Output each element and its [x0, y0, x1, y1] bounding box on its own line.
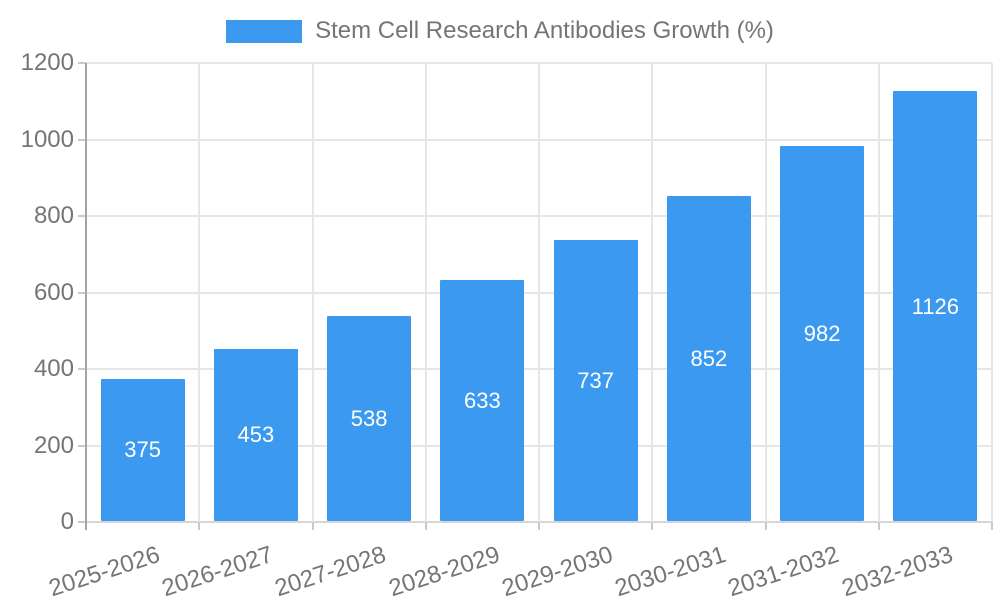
y-axis-tick-label: 0 [60, 508, 74, 535]
y-axis-tick [78, 291, 86, 294]
x-axis-tick-label: 2029-2030 [498, 541, 616, 600]
legend-swatch [226, 19, 303, 43]
y-axis-tick [78, 368, 86, 370]
bar[interactable] [100, 378, 185, 521]
gridline-vertical [424, 63, 427, 522]
y-axis-tick-label: 400 [33, 355, 74, 382]
y-axis-tick-label: 800 [33, 202, 74, 229]
bar[interactable] [780, 146, 865, 521]
gridline-vertical [311, 63, 314, 522]
y-axis-tick [78, 215, 86, 217]
x-axis-tick [651, 522, 654, 530]
bar[interactable] [213, 348, 298, 521]
bar[interactable] [440, 279, 525, 521]
x-axis-tick-label: 2031-2032 [724, 541, 843, 600]
y-axis-tick-label: 200 [33, 431, 74, 459]
x-axis-tick [424, 522, 427, 530]
y-axis-tick-label: 1000 [20, 125, 74, 153]
bar[interactable] [666, 196, 751, 521]
x-axis-tick-label: 2030-2031 [611, 541, 730, 600]
y-axis-tick-label: 600 [33, 278, 74, 306]
x-axis-tick [85, 522, 87, 530]
y-axis-line [85, 63, 87, 522]
gridline-vertical [538, 63, 540, 522]
gridline-vertical [991, 63, 993, 522]
gridline-vertical [877, 63, 880, 522]
gridline-vertical [764, 63, 767, 522]
legend-label: Stem Cell Research Antibodies Growth (%) [315, 17, 774, 44]
x-axis-tick-label: 2026-2027 [158, 541, 277, 600]
y-axis-tick [78, 521, 86, 523]
x-axis-tick [991, 522, 993, 530]
x-axis-tick-label: 2028-2029 [385, 541, 503, 600]
x-axis-tick [538, 522, 540, 530]
x-axis-tick [764, 522, 767, 530]
bar[interactable] [893, 91, 978, 521]
bar[interactable] [553, 240, 638, 521]
bar[interactable] [327, 316, 412, 521]
y-axis-tick [78, 444, 86, 447]
chart-legend-item[interactable]: Stem Cell Research Antibodies Growth (%) [0, 14, 1000, 48]
y-axis-tick [78, 138, 86, 141]
x-axis-tick [311, 522, 314, 530]
gridline-vertical [198, 63, 201, 522]
x-axis-tick-label: 2032-2033 [838, 541, 956, 600]
y-axis-tick-label: 1200 [20, 49, 74, 76]
y-axis-tick [78, 62, 86, 64]
x-axis-tick [877, 522, 880, 530]
gridline-vertical [651, 63, 654, 522]
x-axis-tick [198, 522, 201, 530]
x-axis-tick-label: 2025-2026 [45, 541, 163, 600]
x-axis-tick-label: 2027-2028 [271, 541, 390, 600]
